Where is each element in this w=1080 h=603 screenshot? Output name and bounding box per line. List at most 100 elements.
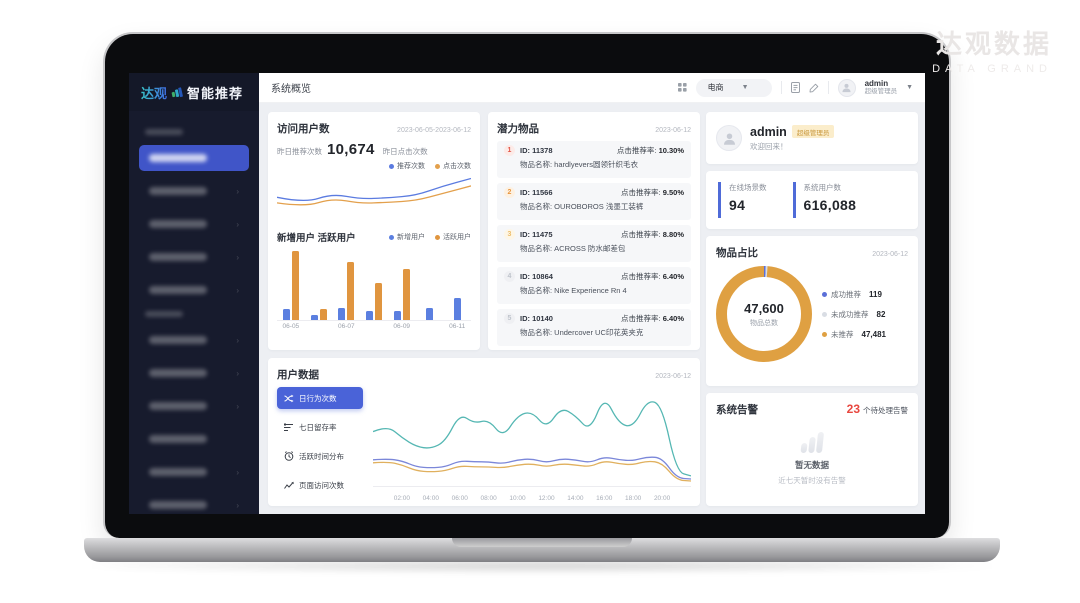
laptop-base <box>84 538 1000 562</box>
sidebar-item-active[interactable] <box>139 145 249 171</box>
kpi-label: 在线场景数 <box>729 183 767 192</box>
legend-unsuccessful: 未成功推荐 82 <box>822 309 886 320</box>
chevron-down-icon: ▼ <box>906 84 913 91</box>
list-item[interactable]: 4 ID: 10864 点击推荐率: 6.40% 物品名称: Nike Expe… <box>497 267 691 304</box>
yesterday-rec-value: 10,674 <box>327 141 375 158</box>
kpi-label: 系统用户数 <box>803 183 842 192</box>
shuffle-icon <box>284 394 294 402</box>
legend-dot <box>389 163 394 169</box>
sidebar-item[interactable]: › <box>139 492 249 514</box>
user-menu[interactable]: admin 超级管理员 <box>865 79 898 96</box>
app-header: 系统概览 电商 ▼ <box>259 73 925 103</box>
list-item[interactable]: 2 ID: 11566 点击推荐率: 9.50% 物品名称: OUROBOROS… <box>497 183 691 220</box>
user-avatar[interactable] <box>837 78 856 97</box>
alerts-count: 23 <box>846 402 860 416</box>
legend-dot <box>822 291 827 297</box>
tab-page-views[interactable]: 页面访问次数 <box>277 474 363 496</box>
item-rate: 点击推荐率: 6.40% <box>621 272 684 281</box>
kpi-system-users: 系统用户数 616,088 <box>792 182 857 218</box>
alerts-panel: 系统告警 23 个待处理告警 暂无数据 近七天暂时没有告警 <box>706 393 918 506</box>
item-id: ID: 11566 <box>520 188 553 197</box>
visits-line-chart <box>276 173 472 223</box>
rank-badge: 2 <box>504 187 515 198</box>
profile-name: admin <box>750 124 787 139</box>
item-id: ID: 11378 <box>520 146 553 155</box>
item-rate: 点击推荐率: 6.40% <box>621 314 684 323</box>
sidebar-item[interactable]: › <box>139 211 249 237</box>
tab-active-time[interactable]: 活跃时间分布 <box>277 445 363 467</box>
sidebar-item[interactable]: › <box>139 459 249 485</box>
legend-new-users: 新增用户 <box>389 232 425 242</box>
laptop-screen: 达观 智能推荐 › › › › › › › › <box>129 73 925 514</box>
page-title: 系统概览 <box>271 84 311 95</box>
empty-description: 近七天暂时没有告警 <box>778 476 846 485</box>
item-id: ID: 10140 <box>520 314 553 323</box>
welcome-text: 欢迎回来！ <box>750 141 788 151</box>
scene-select-value: 电商 <box>707 83 724 92</box>
potential-items-panel: 潜力物品 2023-06-12 1 ID: 11378 点击推荐率: 10.30… <box>488 112 700 350</box>
sidebar-item[interactable]: › <box>139 360 249 386</box>
divider <box>780 81 782 94</box>
item-name: 物品名称: Nike Experience Rn 4 <box>520 286 627 295</box>
item-name: 物品名称: Undercover UC印花英夹克 <box>520 328 644 337</box>
legend-active-users: 活跃用户 <box>435 232 471 242</box>
rank-badge: 1 <box>504 145 515 156</box>
legend-dot <box>435 234 440 240</box>
alerts-title: 系统告警 <box>716 404 758 416</box>
sidebar-item[interactable]: › <box>139 393 249 419</box>
rank-badge: 5 <box>504 313 515 324</box>
tab-daily-behavior[interactable]: 日行为次数 <box>277 387 363 409</box>
visits-title: 访问用户数 <box>277 123 330 135</box>
kpi-online-scenes: 在线场景数 94 <box>718 182 767 218</box>
legend-not-recommended: 未推荐 47,481 <box>822 329 886 340</box>
behavior-line-chart: 02:00 04:00 06:00 08:00 10:00 12:00 14:00 16:00… <box>372 387 692 502</box>
donut-center-value: 47,600 <box>744 300 784 316</box>
document-icon[interactable] <box>790 82 800 93</box>
user-data-panel: 用户数据 2023-06-12 日行为次数 七日留存率 活跃时间分布 <box>268 358 700 506</box>
apps-grid-icon[interactable] <box>677 83 687 92</box>
sidebar-section-label <box>145 311 183 317</box>
alerts-count-label: 个待处理告警 <box>863 406 908 415</box>
logo-product-text: 智能推荐 <box>187 85 244 101</box>
sidebar-item[interactable]: › <box>139 244 249 270</box>
list-item[interactable]: 5 ID: 10140 点击推荐率: 6.40% 物品名称: Undercove… <box>497 309 691 346</box>
laptop-notch <box>452 538 632 547</box>
tab-retention[interactable]: 七日留存率 <box>277 416 363 438</box>
divider <box>827 81 829 94</box>
potential-date: 2023-06-12 <box>655 127 691 134</box>
item-name: 物品名称: OUROBOROS 浅墨工装裤 <box>520 202 644 211</box>
user-data-tab-list: 日行为次数 七日留存率 活跃时间分布 页面访问次数 <box>277 387 363 503</box>
user-name: admin <box>864 79 889 89</box>
visits-date-range: 2023-06-05-2023-06-12 <box>397 127 471 134</box>
rank-badge: 4 <box>504 271 515 282</box>
user-data-date: 2023-06-12 <box>655 373 691 380</box>
list-item[interactable]: 3 ID: 11475 点击推荐率: 8.80% 物品名称: ACROSS 防水… <box>497 225 691 262</box>
chevron-down-icon: ▼ <box>741 84 749 91</box>
donut-chart: 47,600 物品总数 <box>716 266 812 362</box>
item-share-panel: 物品占比 2023-06-12 47,600 物品总数 成功推荐 119 <box>706 236 918 386</box>
share-date: 2023-06-12 <box>872 251 908 258</box>
sidebar-item[interactable]: › <box>139 178 249 204</box>
item-id: ID: 11475 <box>520 230 553 239</box>
users-sub-title: 新增用户 活跃用户 <box>277 233 356 244</box>
kpi-card: 在线场景数 94 系统用户数 616,088 <box>706 171 918 229</box>
item-rate: 点击推荐率: 8.80% <box>621 230 684 239</box>
filter-bars-icon <box>284 423 293 431</box>
sidebar-menu: › › › › › › › › › <box>129 111 259 514</box>
sidebar-item[interactable]: › <box>139 327 249 353</box>
pen-icon[interactable] <box>809 83 819 93</box>
empty-state: 暂无数据 近七天暂时没有告警 <box>716 431 908 486</box>
yesterday-click-label: 昨日点击次数 <box>382 147 428 156</box>
legend-dot <box>822 331 827 337</box>
sidebar-item[interactable]: › <box>139 277 249 303</box>
sidebar-nav: 达观 智能推荐 › › › › › › › › <box>129 73 259 514</box>
list-item[interactable]: 1 ID: 11378 点击推荐率: 10.30% 物品名称: hardlyev… <box>497 141 691 178</box>
empty-title: 暂无数据 <box>794 460 829 470</box>
sidebar-item[interactable] <box>139 426 249 452</box>
logo-icon <box>171 87 183 98</box>
scene-select[interactable]: 电商 ▼ <box>695 78 772 97</box>
potential-title: 潜力物品 <box>497 123 539 135</box>
share-title: 物品占比 <box>716 247 758 259</box>
clock-icon <box>284 451 294 461</box>
